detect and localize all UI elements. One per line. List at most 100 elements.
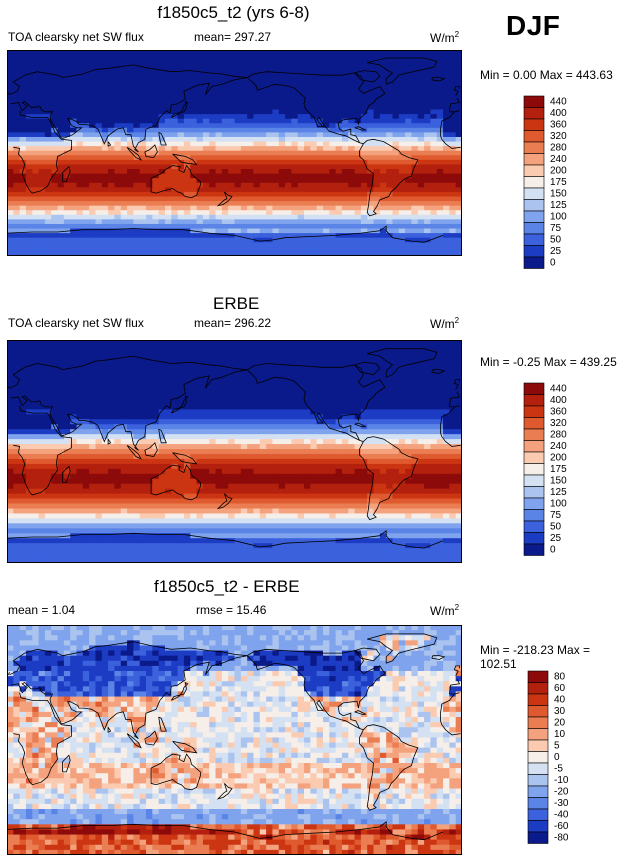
field-cell — [82, 379, 90, 386]
field-cell — [114, 210, 122, 216]
field-cell — [392, 191, 400, 198]
field-cell — [196, 159, 204, 166]
field-cell — [405, 201, 413, 207]
field-cell — [316, 173, 324, 179]
field-cell — [253, 104, 261, 111]
field-cell — [89, 182, 97, 188]
field-cell — [76, 164, 84, 170]
field-cell — [392, 196, 400, 202]
field-cell — [108, 104, 116, 111]
field-cell — [190, 434, 198, 440]
field-cell — [95, 369, 103, 376]
field-cell — [386, 424, 394, 430]
field-cell — [322, 205, 330, 211]
field-cell — [373, 404, 381, 410]
field-cell — [177, 237, 185, 243]
field-cell — [266, 369, 274, 376]
field-cell — [316, 223, 324, 230]
field-cell — [215, 86, 223, 92]
field-cell — [44, 414, 52, 420]
field-cell — [405, 182, 413, 188]
field-cell — [234, 141, 242, 147]
field-cell — [322, 114, 330, 120]
field-cell — [386, 104, 394, 111]
field-cell — [158, 340, 166, 346]
field-cell — [455, 404, 462, 410]
field-cell — [348, 136, 356, 143]
field-cell — [101, 95, 109, 101]
field-cell — [360, 246, 368, 253]
field-cell — [310, 159, 318, 166]
field-cell — [392, 384, 400, 391]
field-cell — [70, 374, 78, 381]
field-cell — [133, 146, 141, 152]
field-cell — [57, 399, 65, 406]
field-cell — [373, 201, 381, 207]
field-cell — [221, 404, 229, 410]
field-cell — [398, 173, 406, 179]
field-cell — [335, 54, 343, 60]
field-cell — [398, 246, 406, 253]
field-cell — [329, 141, 337, 147]
field-cell — [335, 141, 343, 147]
field-cell — [266, 219, 274, 225]
field-cell — [443, 196, 450, 202]
field-cell — [449, 169, 457, 175]
field-cell — [171, 82, 179, 88]
field-cell — [392, 50, 400, 56]
field-cell — [367, 146, 375, 152]
field-cell — [127, 63, 134, 69]
field-cell — [297, 146, 305, 152]
field-cell — [417, 54, 425, 60]
field-cell — [240, 223, 248, 230]
field-cell — [247, 127, 255, 133]
field-cell — [82, 359, 90, 366]
field-cell — [341, 414, 349, 420]
field-cell — [70, 173, 78, 179]
field-cell — [183, 409, 191, 415]
colorbar-tick-label: 360 — [550, 119, 567, 130]
field-cell — [183, 237, 191, 243]
field-cell — [405, 434, 413, 440]
field-cell — [190, 233, 198, 239]
field-cell — [108, 169, 116, 175]
field-cell — [19, 86, 27, 92]
field-cell — [322, 419, 330, 425]
field-cell — [120, 214, 128, 220]
field-cell — [51, 178, 59, 184]
field-cell — [424, 191, 431, 198]
field-cell — [228, 132, 236, 138]
field-cell — [32, 91, 40, 97]
field-cell — [171, 123, 179, 129]
field-cell — [405, 68, 413, 74]
field-cell — [13, 233, 21, 239]
field-cell — [443, 201, 450, 207]
field-cell — [455, 136, 462, 143]
field-cell — [443, 187, 450, 193]
field-cell — [354, 178, 362, 184]
field-cell — [25, 109, 33, 115]
field-cell — [139, 155, 147, 161]
field-cell — [405, 164, 413, 170]
field-cell — [120, 182, 128, 188]
field-cell — [76, 114, 84, 120]
field-cell — [367, 399, 375, 406]
field-cell — [329, 449, 337, 455]
field-cell — [367, 104, 375, 111]
field-cell — [411, 439, 419, 445]
field-cell — [449, 50, 457, 56]
field-cell — [228, 63, 236, 69]
field-cell — [25, 444, 33, 450]
field-cell — [183, 449, 191, 455]
field-cell — [44, 196, 52, 202]
field-cell — [101, 242, 109, 248]
field-cell — [13, 414, 21, 420]
field-cell — [139, 50, 147, 56]
field-cell — [158, 191, 166, 198]
field-cell — [70, 444, 78, 450]
field-cell — [57, 214, 65, 220]
field-cell — [285, 219, 292, 225]
field-cell — [316, 146, 324, 152]
field-cell — [82, 340, 90, 346]
field-cell — [247, 173, 255, 179]
